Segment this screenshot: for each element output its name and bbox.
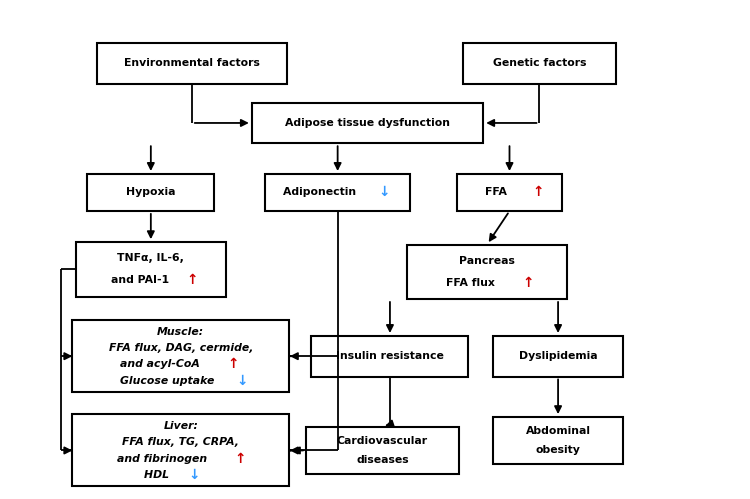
FancyBboxPatch shape xyxy=(265,174,410,211)
Text: Genetic factors: Genetic factors xyxy=(493,58,586,68)
Text: Pancreas: Pancreas xyxy=(459,256,515,266)
Text: and fibrinogen: and fibrinogen xyxy=(116,454,211,464)
Text: Liver:: Liver: xyxy=(164,421,198,431)
Text: diseases: diseases xyxy=(356,456,409,466)
FancyBboxPatch shape xyxy=(311,336,469,377)
FancyBboxPatch shape xyxy=(463,43,616,84)
Text: FFA flux, DAG, cermide,: FFA flux, DAG, cermide, xyxy=(109,343,253,353)
FancyBboxPatch shape xyxy=(76,242,226,296)
Text: Glucose uptake: Glucose uptake xyxy=(121,376,218,386)
Text: ↑: ↑ xyxy=(235,452,246,466)
FancyBboxPatch shape xyxy=(493,336,623,377)
Text: and acyl-CoA: and acyl-CoA xyxy=(120,359,204,369)
Text: ↓: ↓ xyxy=(236,374,248,388)
FancyBboxPatch shape xyxy=(97,43,287,84)
Text: ↓: ↓ xyxy=(188,468,200,482)
FancyBboxPatch shape xyxy=(493,417,623,464)
Text: Adiponectin: Adiponectin xyxy=(283,188,360,198)
Text: obesity: obesity xyxy=(536,446,580,456)
FancyBboxPatch shape xyxy=(406,245,568,299)
Text: and PAI-1: and PAI-1 xyxy=(111,275,172,285)
FancyBboxPatch shape xyxy=(72,320,289,392)
Text: FFA flux: FFA flux xyxy=(446,278,499,288)
Text: ↑: ↑ xyxy=(523,276,534,290)
Text: Dyslipidemia: Dyslipidemia xyxy=(519,351,598,361)
FancyBboxPatch shape xyxy=(87,174,214,211)
Text: ↑: ↑ xyxy=(532,186,544,200)
Text: Abdominal: Abdominal xyxy=(526,426,590,436)
Text: ↑: ↑ xyxy=(227,357,238,371)
FancyBboxPatch shape xyxy=(458,174,562,211)
Text: ↓: ↓ xyxy=(378,186,390,200)
Text: Cardiovascular: Cardiovascular xyxy=(337,436,428,446)
Text: Environmental factors: Environmental factors xyxy=(124,58,260,68)
FancyBboxPatch shape xyxy=(72,415,289,487)
FancyBboxPatch shape xyxy=(252,103,483,143)
FancyBboxPatch shape xyxy=(306,427,459,474)
Text: HDL: HDL xyxy=(144,470,172,480)
Text: TNFα, IL-6,: TNFα, IL-6, xyxy=(118,253,184,263)
Text: Insulin resistance: Insulin resistance xyxy=(336,351,444,361)
Text: Adipose tissue dysfunction: Adipose tissue dysfunction xyxy=(285,118,450,128)
Text: ↑: ↑ xyxy=(186,273,197,287)
Text: FFA: FFA xyxy=(485,188,511,198)
Text: Muscle:: Muscle: xyxy=(158,327,204,337)
Text: Hypoxia: Hypoxia xyxy=(126,188,176,198)
Text: FFA flux, TG, CRPA,: FFA flux, TG, CRPA, xyxy=(122,437,239,447)
